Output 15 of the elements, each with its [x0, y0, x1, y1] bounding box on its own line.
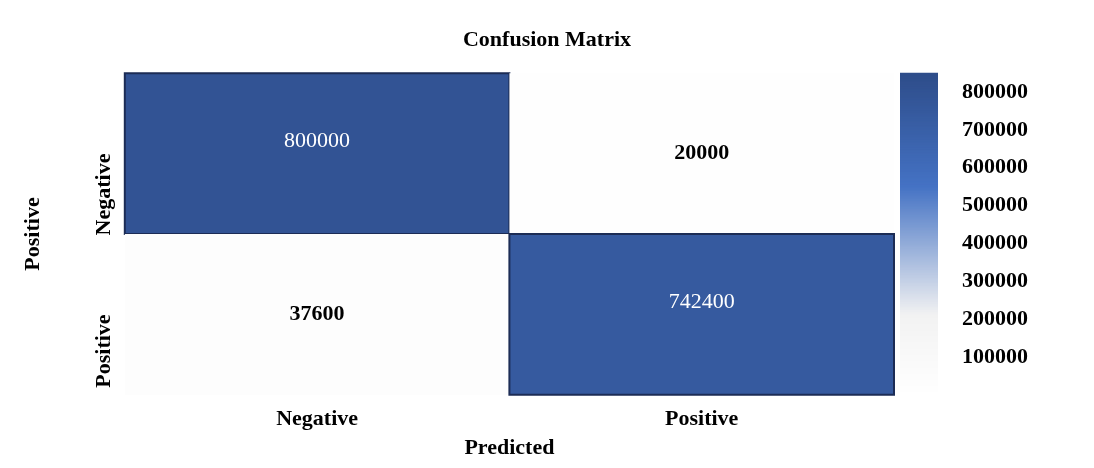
- color-bar-label: 700000: [962, 115, 1028, 141]
- chart-title: Confusion Matrix: [462, 25, 632, 51]
- color-bar-label: 600000: [962, 153, 1028, 179]
- color-bar-label: 200000: [962, 304, 1028, 330]
- color-bar-label: 300000: [962, 266, 1028, 292]
- x-axis-title: Predicted: [464, 434, 555, 460]
- color-bar-label: 400000: [962, 229, 1028, 255]
- data-label: 20000: [674, 139, 730, 165]
- data-label: 800000: [284, 127, 351, 153]
- data-label: 742400: [668, 288, 735, 314]
- y-axis-title: Positive: [18, 197, 44, 271]
- color-bar-label: 500000: [962, 191, 1028, 217]
- color-bar-label: 100000: [962, 342, 1028, 368]
- color-bar-label: 800000: [962, 77, 1028, 103]
- data-label: 37600: [289, 300, 345, 326]
